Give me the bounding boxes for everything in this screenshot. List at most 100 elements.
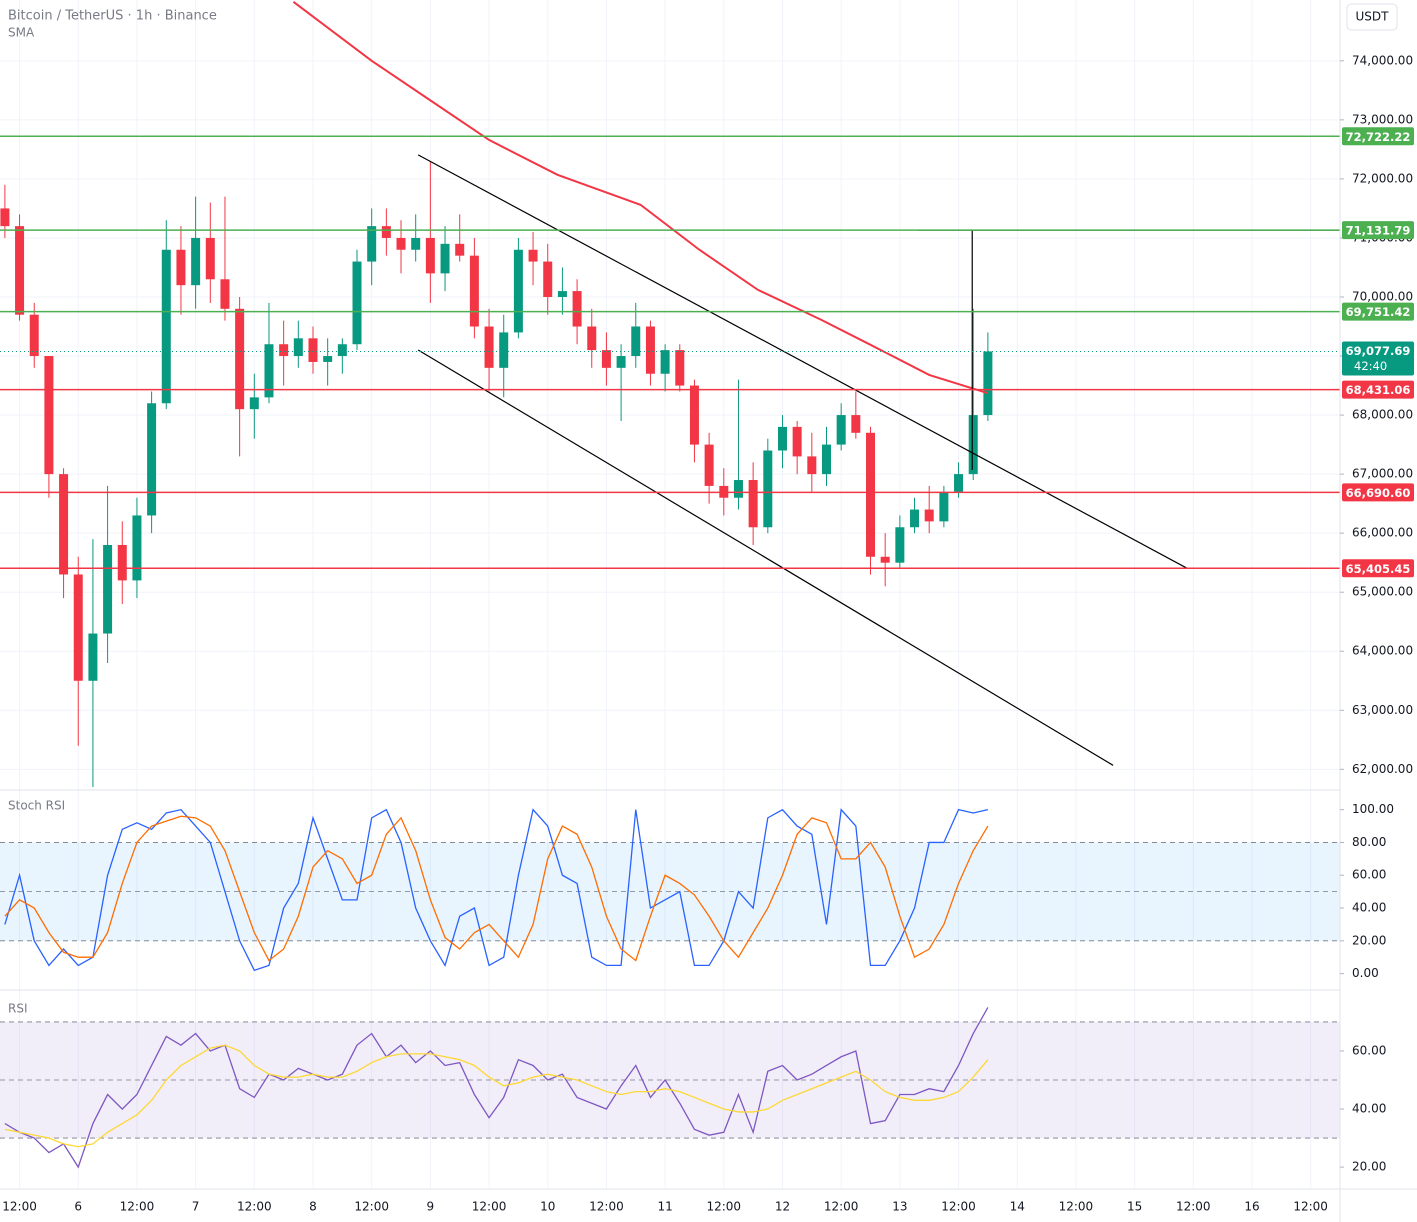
- candle-body: [513, 249, 523, 333]
- level-label: 71,131.79: [1346, 224, 1411, 238]
- level-label-box: [1342, 221, 1414, 240]
- grid-layer: [0, 0, 1340, 1188]
- x-tick-label: 12:00: [237, 1200, 272, 1214]
- candle-body: [132, 515, 142, 581]
- currency-button[interactable]: [1346, 3, 1398, 31]
- candle-body: [866, 432, 876, 557]
- candle-body: [572, 291, 582, 327]
- candle-body: [352, 261, 362, 345]
- candle-body: [117, 544, 127, 581]
- y-tick-label: 20.00: [1352, 933, 1386, 947]
- candle-body: [235, 308, 245, 410]
- candle-body: [807, 456, 817, 475]
- candle-body: [777, 426, 787, 451]
- candle-body: [103, 544, 113, 634]
- currency-label[interactable]: USDT: [1356, 10, 1390, 24]
- x-tick-label: 14: [1010, 1200, 1025, 1214]
- indicator-line: [4, 808, 989, 972]
- candle-body: [954, 474, 964, 492]
- y-tick-label: 40.00: [1352, 901, 1386, 915]
- pane-title: Stoch RSI: [8, 799, 65, 813]
- candle-body: [968, 415, 978, 475]
- candle-body: [924, 509, 934, 522]
- x-tick-label: 6: [74, 1200, 82, 1214]
- pane: [0, 808, 1340, 972]
- candle-body: [381, 226, 391, 238]
- candle-body: [689, 385, 699, 445]
- candle-body: [59, 474, 69, 575]
- trend-line: [417, 154, 1188, 569]
- x-tick-label: 12:00: [2, 1200, 37, 1214]
- x-tick-label: 12: [775, 1200, 790, 1214]
- candle-body: [645, 326, 655, 374]
- level-label: 68,431.06: [1346, 383, 1411, 397]
- y-tick-label: 70,000.00: [1352, 289, 1413, 303]
- indicator-label: SMA: [8, 26, 35, 40]
- level-label-box: [1342, 302, 1414, 321]
- x-tick-label: 12:00: [1059, 1200, 1094, 1214]
- x-tick-label: 9: [427, 1200, 435, 1214]
- y-tick-label: 100.00: [1352, 802, 1394, 816]
- x-tick-label: 12:00: [472, 1200, 507, 1214]
- level-label-box: [1342, 380, 1414, 399]
- x-tick-label: 11: [657, 1200, 672, 1214]
- pane-title: RSI: [8, 1002, 28, 1016]
- indicator-line: [4, 815, 989, 962]
- indicator-line: [4, 1044, 989, 1148]
- y-tick-label: 0.00: [1352, 966, 1379, 980]
- x-tick-label: 12:00: [706, 1200, 741, 1214]
- candle-body: [455, 243, 465, 256]
- candle-body: [528, 249, 538, 262]
- y-tick-label: 63,000.00: [1352, 703, 1413, 717]
- candle-body: [821, 444, 831, 475]
- candle-body: [484, 326, 494, 368]
- candle-body: [660, 350, 670, 374]
- y-tick-label: 72,000.00: [1352, 171, 1413, 185]
- candle-body: [631, 326, 641, 357]
- candle-body: [836, 415, 846, 445]
- candle-body: [675, 350, 685, 386]
- candle-body: [0, 208, 10, 227]
- x-tick-label: 12:00: [824, 1200, 859, 1214]
- y-tick-label: 60.00: [1352, 868, 1386, 882]
- candle-body: [15, 226, 25, 315]
- y-tick-label: 60.00: [1352, 1043, 1386, 1057]
- trend-line: [417, 349, 1114, 766]
- level-label-box: [1342, 127, 1414, 146]
- candle-body: [161, 249, 171, 404]
- x-tick-label: 12:00: [1293, 1200, 1328, 1214]
- countdown-label: 42:40: [1354, 359, 1387, 373]
- indicator-line: [4, 1007, 989, 1169]
- candle-body: [733, 480, 743, 498]
- candle-body: [293, 338, 303, 357]
- y-tick-label: 67,000.00: [1352, 467, 1413, 481]
- candle-body: [880, 556, 890, 563]
- x-tick-label: 7: [192, 1200, 200, 1214]
- candle-body: [939, 491, 949, 522]
- candle-body: [469, 255, 479, 327]
- candle-body: [337, 344, 347, 357]
- candle-body: [499, 332, 509, 368]
- candle-body: [792, 426, 802, 457]
- level-label: 72,722.22: [1346, 130, 1411, 144]
- pane: [0, 1007, 1340, 1169]
- candle-body: [616, 356, 626, 368]
- last-price-box: [1342, 341, 1414, 376]
- sma-line: [292, 0, 989, 395]
- candle-body: [205, 237, 215, 280]
- candle-body: [587, 326, 597, 351]
- y-tick-label: 65,000.00: [1352, 585, 1413, 599]
- level-label: 65,405.45: [1346, 562, 1411, 576]
- y-tick-label: 20.00: [1352, 1160, 1386, 1174]
- chart-title: Bitcoin / TetherUS · 1h · Binance: [8, 9, 217, 24]
- x-tick-label: 12:00: [354, 1200, 389, 1214]
- candle-body: [279, 344, 289, 357]
- candle-body: [264, 344, 274, 398]
- x-tick-label: 12:00: [1176, 1200, 1211, 1214]
- candle-body: [425, 237, 435, 274]
- x-tick-label: 12:00: [589, 1200, 624, 1214]
- level-label: 66,690.60: [1346, 486, 1411, 500]
- candle-body: [308, 338, 318, 362]
- level-label-box: [1342, 483, 1414, 502]
